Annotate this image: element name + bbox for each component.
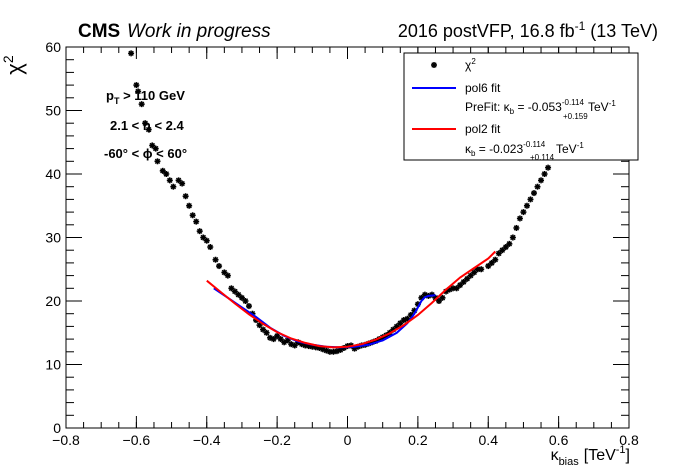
chi2-point (182, 193, 189, 200)
chi2-point (207, 244, 214, 251)
chi2-point (478, 266, 485, 273)
chi2-point (523, 202, 530, 209)
chi2-point (186, 202, 193, 209)
y-tick-label: 0 (53, 420, 61, 436)
legend-marker-star (431, 62, 437, 68)
legend-prefit-err-down: +0.159 (563, 112, 588, 121)
chi2-point (509, 234, 516, 241)
chi2-point (228, 285, 235, 292)
chi2-point (149, 142, 156, 149)
chi2-point (520, 209, 527, 216)
legend-pol6-label: pol6 fit (465, 81, 501, 95)
chi2-point (170, 183, 177, 190)
chi2-point (193, 218, 200, 225)
x-tick-label: 0.2 (408, 432, 428, 448)
pt-cut-label: pT > 110 GeV (106, 88, 185, 106)
chi2-point (457, 282, 464, 289)
x-tick-label: 0 (344, 432, 352, 448)
chi2-point (516, 215, 523, 222)
y-tick-label: 20 (45, 293, 61, 309)
chi2-point (263, 329, 270, 336)
chi2-point (152, 145, 159, 152)
chi2-point (534, 183, 541, 190)
chi2-point (142, 120, 149, 127)
x-tick-label: 0.6 (549, 432, 569, 448)
y-tick-label: 60 (45, 39, 61, 55)
chi2-point (242, 298, 249, 304)
chi2-point (492, 256, 499, 263)
eta-cut-label: 2.1 < η < 2.4 (110, 118, 184, 133)
lumi-label: 2016 postVFP, 16.8 fb-1 (13 TeV) (398, 19, 658, 41)
y-tick-label: 30 (45, 230, 61, 246)
experiment-label: CMS (78, 21, 120, 42)
pol2-fit-curve (206, 250, 497, 349)
legend-pol2-kappa: κb = -0.023-0.114 (465, 140, 546, 158)
legend-chi2-label: χ2 (465, 57, 476, 72)
legend: χ2 pol6 fit PreFit: κb = -0.053-0.114 +0… (403, 52, 639, 162)
chi2-point (138, 101, 145, 108)
chi2-point (133, 82, 140, 89)
chi2-point (238, 294, 245, 301)
chi2-point (189, 212, 196, 219)
status-label: Work in progress (127, 21, 271, 42)
chi2-point (145, 126, 152, 133)
axis-ticks: −0.8 −0.6 −0.4 −0.2 0 0.2 0.4 0.6 0.8 0 10 20 30 40 50… (45, 39, 639, 448)
chi2-point (513, 224, 520, 231)
legend-pol2-unit: TeV-1 (556, 141, 584, 156)
chi2-point (527, 196, 534, 203)
x-tick-label: 0.4 (479, 432, 499, 448)
chi2-point (277, 336, 284, 343)
chi2-point (439, 294, 446, 301)
chi2-point (179, 180, 186, 187)
chi2-point (154, 158, 161, 165)
pol6-fit-curve (213, 287, 436, 349)
legend-chi2-marker (431, 62, 437, 68)
phi-cut-label: -60° < ϕ < 60° (104, 146, 187, 161)
chi2-point (224, 272, 231, 279)
x-tick-label: −0.4 (193, 432, 221, 448)
x-tick-label: −0.2 (263, 432, 291, 448)
chi2-point (163, 171, 170, 177)
x-axis-label: κbias [TeV-1] (551, 444, 630, 468)
legend-pol2-err-down: +0.114 (530, 153, 555, 162)
chi2-point (467, 272, 474, 279)
chi2-point (216, 263, 223, 270)
y-tick-label: 40 (45, 166, 61, 182)
chi2-point (506, 240, 513, 247)
chi2-point (435, 298, 442, 304)
chi2-point (128, 50, 135, 57)
chi2-point (538, 177, 545, 184)
legend-pol2-label: pol2 fit (465, 122, 501, 136)
y-tick-label: 50 (45, 103, 61, 119)
x-tick-label: 0.8 (619, 432, 639, 448)
legend-prefit-label: PreFit: κb = -0.053-0.114 (465, 98, 584, 116)
x-tick-label: −0.6 (123, 432, 151, 448)
chi2-point (270, 336, 277, 343)
chi2-point (166, 177, 173, 184)
chi2-point (135, 88, 142, 95)
chi2-point (545, 164, 552, 171)
legend-prefit-unit: TeV-1 (588, 99, 616, 114)
chi2-point (530, 190, 537, 197)
chi2-point (212, 256, 219, 263)
y-axis-label: χ2 (0, 55, 27, 75)
x-tick-label: −0.8 (52, 432, 80, 448)
chi2-point (541, 171, 548, 177)
chi2-point (245, 303, 252, 310)
chi2-point (196, 228, 203, 235)
legend-box (403, 52, 639, 161)
y-tick-label: 10 (45, 357, 61, 373)
chi2-point (203, 237, 210, 244)
